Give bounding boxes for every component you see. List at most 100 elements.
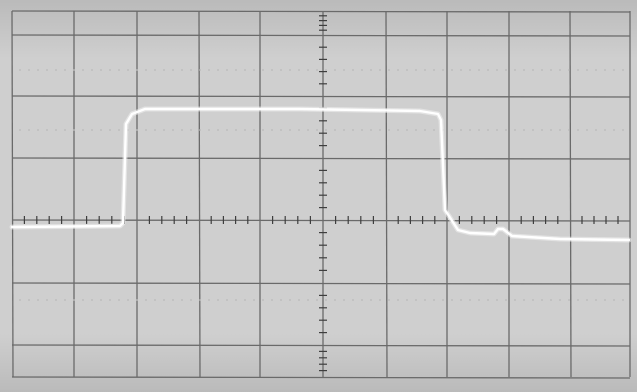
graticule-dot <box>541 299 543 301</box>
graticule-dot <box>406 129 408 131</box>
graticule-dot <box>91 129 93 131</box>
graticule-dot <box>568 129 570 131</box>
graticule-dot <box>496 299 498 301</box>
graticule-dot <box>55 69 57 71</box>
graticule-dot <box>226 69 228 71</box>
graticule-dot <box>145 299 147 301</box>
graticule-dot <box>154 69 156 71</box>
graticule-dot <box>280 299 282 301</box>
graticule-dot <box>595 69 597 71</box>
graticule-dot <box>487 299 489 301</box>
graticule-dot <box>361 69 363 71</box>
graticule-dot <box>271 299 273 301</box>
graticule-dot <box>199 69 201 71</box>
graticule-dot <box>289 129 291 131</box>
graticule-dot <box>523 299 525 301</box>
graticule-dot <box>379 299 381 301</box>
graticule-dot <box>253 129 255 131</box>
graticule-grid <box>11 10 631 379</box>
graticule-dot <box>181 299 183 301</box>
graticule-dot <box>307 129 309 131</box>
graticule-dot <box>37 299 39 301</box>
graticule-dot <box>307 69 309 71</box>
graticule-dot <box>199 299 201 301</box>
graticule-dot <box>379 69 381 71</box>
graticule-dot <box>577 129 579 131</box>
graticule-dot <box>82 69 84 71</box>
graticule-dot <box>523 129 525 131</box>
graticule-dot <box>109 129 111 131</box>
graticule-dot <box>514 69 516 71</box>
graticule-dot <box>190 69 192 71</box>
graticule-dot <box>127 299 129 301</box>
graticule-dot <box>388 129 390 131</box>
graticule-dot <box>262 69 264 71</box>
graticule-dot <box>136 129 138 131</box>
graticule-dot <box>370 129 372 131</box>
graticule-dot <box>19 129 21 131</box>
graticule-dot <box>352 69 354 71</box>
graticule-dot <box>478 129 480 131</box>
graticule-dot <box>46 299 48 301</box>
graticule-dot <box>388 69 390 71</box>
graticule-dot <box>289 299 291 301</box>
graticule-dot <box>262 129 264 131</box>
graticule-dot <box>118 299 120 301</box>
graticule-dot <box>163 129 165 131</box>
graticule-dot <box>145 129 147 131</box>
graticule-dot <box>604 299 606 301</box>
grid-horizontal-line <box>11 95 631 98</box>
graticule-dot <box>523 69 525 71</box>
graticule-dot <box>577 69 579 71</box>
graticule-dot <box>235 129 237 131</box>
graticule-dot <box>271 69 273 71</box>
graticule-dot <box>109 299 111 301</box>
graticule-dot <box>100 299 102 301</box>
graticule-dot <box>586 129 588 131</box>
graticule-dot <box>424 129 426 131</box>
graticule-dot <box>550 69 552 71</box>
graticule-dot <box>622 129 624 131</box>
graticule-dot <box>190 129 192 131</box>
graticule-dot <box>136 69 138 71</box>
graticule-dot <box>91 299 93 301</box>
graticule-dot <box>622 299 624 301</box>
graticule-dot <box>154 129 156 131</box>
graticule-dot <box>577 299 579 301</box>
graticule-dot <box>271 129 273 131</box>
graticule-dot <box>496 129 498 131</box>
graticule-dot <box>181 129 183 131</box>
graticule-dot <box>460 299 462 301</box>
graticule-dot <box>325 69 327 71</box>
graticule-dot <box>46 129 48 131</box>
graticule-dot <box>586 299 588 301</box>
graticule-dot <box>487 129 489 131</box>
graticule-dot <box>343 69 345 71</box>
graticule-dot <box>73 69 75 71</box>
graticule-dot <box>568 69 570 71</box>
graticule-dot <box>469 129 471 131</box>
graticule-dot <box>361 299 363 301</box>
graticule-dot <box>541 69 543 71</box>
graticule-dot <box>181 69 183 71</box>
graticule-dot <box>118 69 120 71</box>
graticule-dot <box>226 129 228 131</box>
graticule-dot <box>532 299 534 301</box>
graticule-dot <box>559 129 561 131</box>
graticule-dot <box>91 69 93 71</box>
signal-trace <box>9 106 632 243</box>
graticule-dot <box>334 129 336 131</box>
graticule-dot <box>604 69 606 71</box>
graticule-dot <box>586 69 588 71</box>
graticule-dot <box>550 299 552 301</box>
graticule-dot <box>217 129 219 131</box>
graticule-dot <box>136 299 138 301</box>
graticule-dot <box>424 69 426 71</box>
graticule-dot <box>343 299 345 301</box>
graticule-dot <box>82 299 84 301</box>
graticule-dot <box>433 299 435 301</box>
graticule-dot <box>505 299 507 301</box>
graticule-dot <box>253 299 255 301</box>
graticule-dot <box>199 129 201 131</box>
